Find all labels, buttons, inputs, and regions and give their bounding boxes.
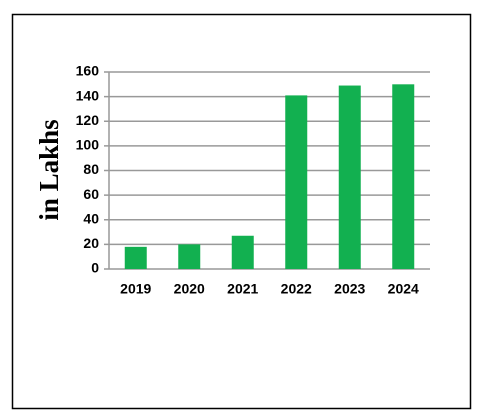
y-tick-label: 100 [76,137,100,153]
bar [231,235,254,269]
bar [178,244,201,269]
y-tick-label: 0 [91,260,99,276]
y-tick-label: 160 [76,63,100,79]
bar [392,84,415,269]
y-axis-label: in Lakhs [34,119,64,220]
bar [338,85,361,269]
bar [124,246,147,269]
x-tick-label: 2024 [388,281,419,297]
bar [285,95,308,269]
y-tick-label: 40 [83,210,99,226]
y-tick-label: 20 [83,235,99,251]
x-tick-label: 2019 [120,281,151,297]
y-tick-label: 120 [76,112,100,128]
x-tick-label: 2020 [174,281,205,297]
y-tick-label: 80 [83,161,99,177]
y-tick-label: 60 [83,186,99,202]
y-tick-label: 140 [76,87,100,103]
x-tick-label: 2023 [334,281,365,297]
x-tick-label: 2022 [281,281,312,297]
x-tick-label: 2021 [227,281,258,297]
